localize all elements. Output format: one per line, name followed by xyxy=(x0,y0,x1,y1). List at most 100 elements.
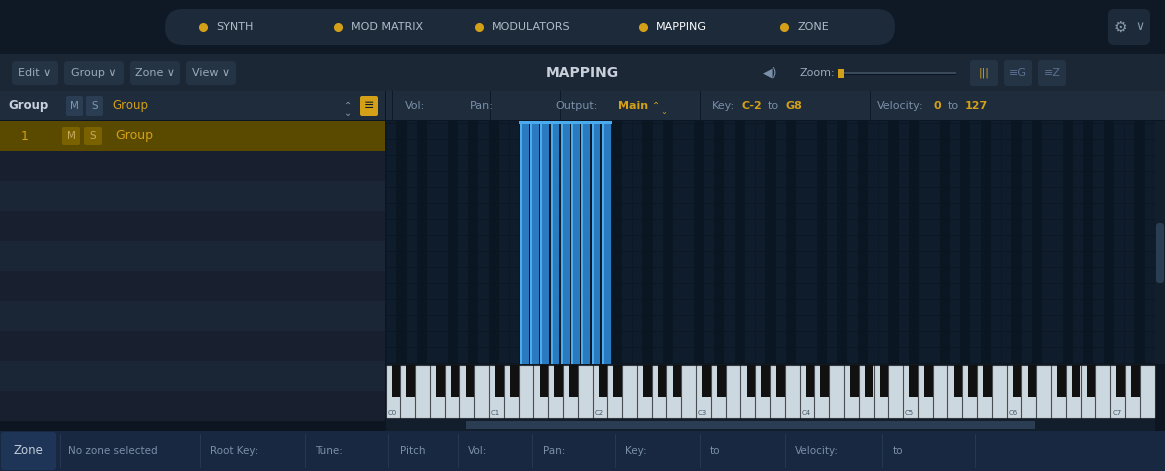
Bar xyxy=(1155,121,1165,364)
Text: Pitch: Pitch xyxy=(400,446,425,456)
Bar xyxy=(864,365,874,397)
Text: C0: C0 xyxy=(388,410,397,416)
Bar xyxy=(817,121,827,364)
Bar xyxy=(756,366,770,418)
Bar xyxy=(0,211,384,241)
Text: to: to xyxy=(768,101,779,111)
Bar xyxy=(1081,366,1095,418)
Bar xyxy=(919,366,933,418)
Bar xyxy=(560,121,571,364)
FancyBboxPatch shape xyxy=(62,127,80,145)
Bar xyxy=(593,366,607,418)
Bar xyxy=(520,121,612,124)
Bar xyxy=(475,366,489,418)
Bar xyxy=(386,363,1155,364)
Text: ⌄: ⌄ xyxy=(344,108,352,118)
Bar xyxy=(0,54,1165,91)
Bar xyxy=(643,365,651,397)
Bar xyxy=(948,366,962,418)
Bar xyxy=(983,365,991,397)
Bar xyxy=(960,121,970,364)
FancyBboxPatch shape xyxy=(1,432,56,470)
Text: C3: C3 xyxy=(698,410,707,416)
FancyBboxPatch shape xyxy=(970,60,998,86)
Bar xyxy=(592,121,593,364)
Bar xyxy=(1083,121,1094,364)
Bar xyxy=(396,121,407,364)
Bar xyxy=(601,121,612,364)
Bar xyxy=(1067,366,1081,418)
Bar xyxy=(416,366,430,418)
Text: View ∨: View ∨ xyxy=(192,68,230,78)
Bar xyxy=(437,121,447,364)
Bar xyxy=(898,121,909,364)
Bar xyxy=(904,366,918,418)
Bar xyxy=(924,365,932,397)
Bar xyxy=(386,219,1155,220)
Bar xyxy=(539,121,550,364)
Bar xyxy=(0,361,384,391)
Bar xyxy=(762,365,770,397)
Bar xyxy=(386,123,1155,124)
Bar xyxy=(845,366,859,418)
FancyBboxPatch shape xyxy=(66,96,83,116)
Bar xyxy=(683,366,696,418)
Bar xyxy=(860,366,874,418)
Bar xyxy=(0,181,384,211)
Bar xyxy=(1037,366,1051,418)
Bar xyxy=(672,365,682,397)
Bar xyxy=(401,366,415,418)
Bar xyxy=(571,121,581,364)
Bar xyxy=(845,366,859,418)
Bar xyxy=(612,121,622,364)
Bar xyxy=(796,121,806,364)
Bar xyxy=(880,365,888,397)
Bar xyxy=(520,121,530,364)
Bar xyxy=(0,121,384,151)
Bar xyxy=(673,121,684,364)
Bar xyxy=(904,366,918,418)
Text: ZONE: ZONE xyxy=(797,22,828,32)
Bar xyxy=(550,121,560,364)
Bar xyxy=(741,366,755,418)
Bar xyxy=(475,366,489,418)
Bar xyxy=(1023,366,1036,418)
Bar xyxy=(933,366,947,418)
Bar xyxy=(642,121,652,364)
Text: Zone ∨: Zone ∨ xyxy=(135,68,175,78)
Bar xyxy=(599,365,607,397)
Text: MAPPING: MAPPING xyxy=(546,66,619,80)
Bar xyxy=(387,366,401,418)
Bar xyxy=(614,365,622,397)
FancyBboxPatch shape xyxy=(360,96,377,116)
Bar xyxy=(592,121,600,364)
Bar xyxy=(549,366,563,418)
Text: C-2: C-2 xyxy=(742,101,763,111)
Bar xyxy=(1087,365,1095,397)
Bar xyxy=(431,366,445,418)
Bar xyxy=(509,121,520,364)
Bar xyxy=(716,365,726,397)
Bar xyxy=(875,366,888,418)
Text: ≡Z: ≡Z xyxy=(1044,68,1060,78)
Bar xyxy=(991,121,1001,364)
Bar xyxy=(386,283,1155,284)
Bar xyxy=(458,121,468,364)
Bar xyxy=(530,121,538,364)
Bar xyxy=(510,365,518,397)
Bar xyxy=(520,121,522,364)
Bar xyxy=(0,271,384,301)
Text: Key:: Key: xyxy=(624,446,647,456)
Bar xyxy=(520,366,534,418)
Bar xyxy=(446,366,459,418)
Bar xyxy=(727,366,741,418)
Bar xyxy=(386,364,1155,419)
Bar xyxy=(386,203,1155,204)
Bar xyxy=(1125,366,1139,418)
Text: M: M xyxy=(66,131,76,141)
Bar xyxy=(843,72,956,74)
Bar xyxy=(571,121,580,364)
Text: ◀): ◀) xyxy=(763,66,777,80)
Text: to: to xyxy=(709,446,720,456)
Bar xyxy=(727,366,741,418)
